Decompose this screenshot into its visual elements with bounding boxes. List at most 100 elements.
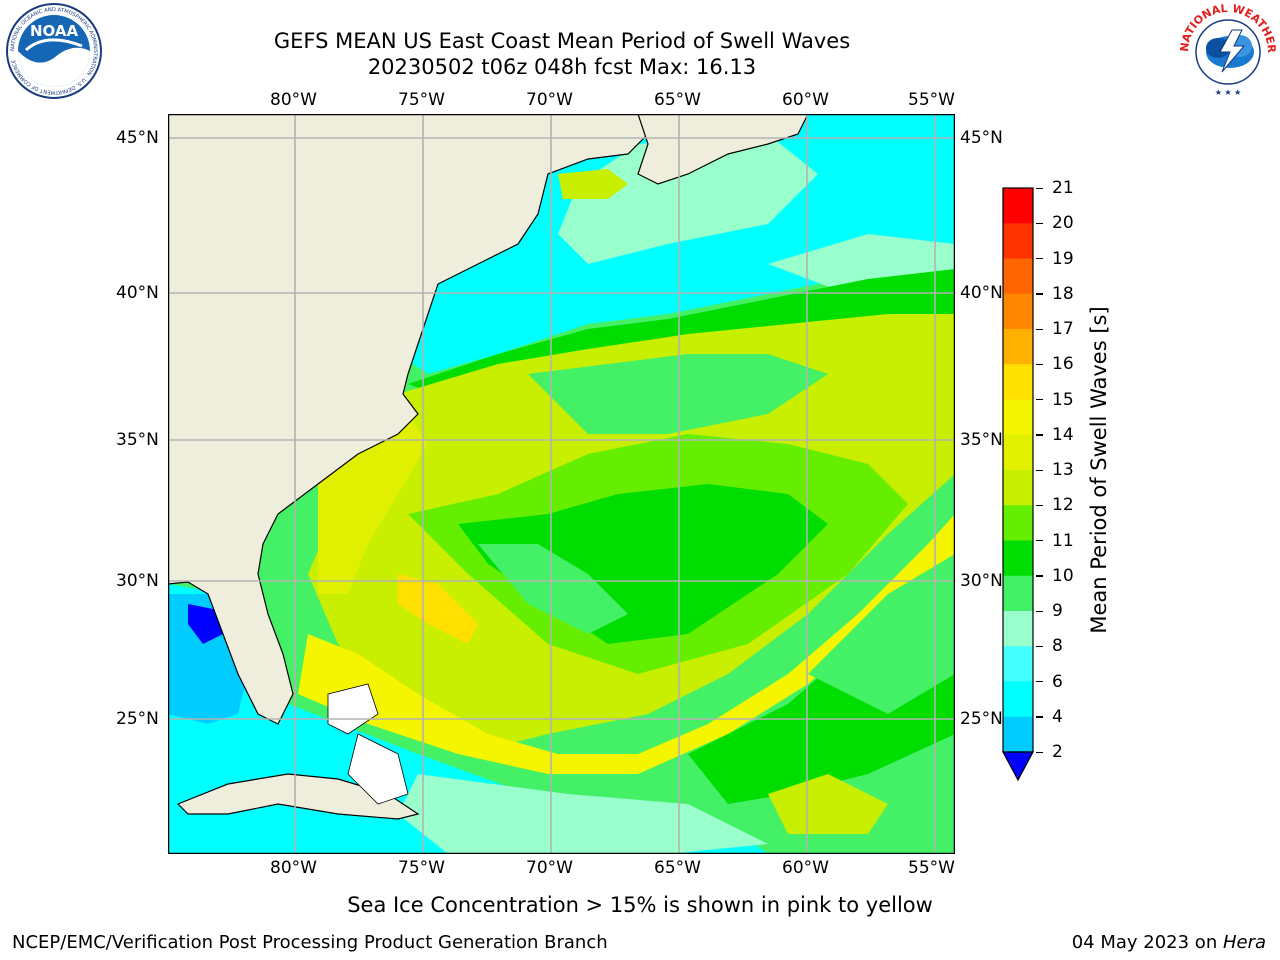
lon-label-bottom-65w: 65°W <box>654 858 701 878</box>
colorbar-segment-2 <box>1003 716 1033 753</box>
lightgreen-southeast <box>808 554 955 714</box>
map-subtitle: 20230502 t06z 048h fcst Max: 16.13 <box>367 55 757 79</box>
yellow-arc <box>298 514 955 774</box>
colorbar-tick-mark <box>1036 716 1043 718</box>
orange-spot <box>398 574 478 644</box>
lon-label-bottom-55w: 55°W <box>908 858 955 878</box>
lon-label-top-75w: 75°W <box>398 90 445 110</box>
colorbar-segment-10 <box>1003 540 1033 577</box>
map-title: GEFS MEAN US East Coast Mean Period of S… <box>273 29 851 53</box>
colorbar-tick-mark <box>1036 328 1043 330</box>
colorbar-tick-label: 15 <box>1052 389 1074 410</box>
lon-label-bottom-75w: 75°W <box>398 858 445 878</box>
colorbar-tick-mark <box>1036 293 1043 295</box>
colorbar-tick-label: 21 <box>1052 178 1074 198</box>
colorbar-segment-13 <box>1003 434 1033 471</box>
noaa-text: NOAA <box>30 22 79 40</box>
lon-label-bottom-60w: 60°W <box>782 858 829 878</box>
yellowgreen-se-spot <box>768 774 888 834</box>
caribbean-lightblue <box>398 774 768 854</box>
shelf-lightblue-north <box>558 134 818 264</box>
colorbar-tick-mark <box>1036 645 1043 648</box>
colorbar-tick-label: 17 <box>1052 319 1074 339</box>
lon-label-bottom-70w: 70°W <box>526 858 573 878</box>
colorbar-segment-9 <box>1003 575 1033 612</box>
colorbar-segment-17 <box>1003 293 1033 330</box>
colorbar-label: Mean Period of Swell Waves [s] <box>1087 306 1111 634</box>
colorbar-tick-label: 6 <box>1052 671 1063 692</box>
colorbar-segment-4 <box>1003 681 1033 718</box>
colorbar-tick-label: 14 <box>1052 424 1074 445</box>
colorbar-segment-15 <box>1003 364 1033 400</box>
lat-label-left-35n: 35°N <box>116 430 159 450</box>
colorbar-tick-mark <box>1036 504 1043 507</box>
footer-branch: NCEP/EMC/Verification Post Processing Pr… <box>12 932 608 953</box>
colorbar-tick-label: 2 <box>1052 742 1063 762</box>
map-panel <box>168 114 955 854</box>
land-us <box>168 114 689 725</box>
colorbar-tick-label: 13 <box>1052 460 1074 480</box>
colorbar-segment-8 <box>1003 611 1033 647</box>
colorbar-tick-mark <box>1036 610 1043 612</box>
colorbar-tick-mark <box>1036 258 1043 260</box>
colorbar-segment-11 <box>1003 505 1033 541</box>
land-cuba <box>176 773 420 820</box>
lat-label-right-30n: 30°N <box>960 571 1003 591</box>
lat-label-left-40n: 40°N <box>116 283 159 303</box>
lon-label-top-65w: 65°W <box>654 90 701 110</box>
noaa-logo: NOAA NATIONAL OCEANIC AND ATMOSPHERIC AD… <box>6 3 102 99</box>
colorbar-segment-18 <box>1003 258 1033 295</box>
colorbar-tick-mark <box>1036 399 1043 401</box>
footer-date-text: 04 May 2023 on <box>1071 932 1223 953</box>
lat-label-right-45n: 45°N <box>960 128 1003 148</box>
colorbar-tick-mark <box>1036 681 1043 683</box>
lon-label-top-55w: 55°W <box>908 90 955 110</box>
sea-ice-caption: Sea Ice Concentration > 15% is shown in … <box>347 893 933 917</box>
colorbar-tick-label: 10 <box>1052 565 1074 586</box>
colorbar-tick-mark <box>1036 222 1043 225</box>
colorbar-tick-label: 4 <box>1052 706 1063 727</box>
lat-label-right-35n: 35°N <box>960 430 1003 450</box>
colorbar-tick-mark <box>1036 751 1043 753</box>
colorbar-tick-mark <box>1036 363 1043 366</box>
lat-label-right-25n: 25°N <box>960 709 1003 729</box>
land-canada <box>637 114 809 185</box>
graticule <box>168 114 955 854</box>
lon-label-bottom-80w: 80°W <box>270 858 317 878</box>
colorbar-segment-16 <box>1003 329 1033 365</box>
colorbar-tick-mark <box>1036 575 1043 577</box>
lat-label-left-45n: 45°N <box>116 128 159 148</box>
lat-label-left-25n: 25°N <box>116 709 159 729</box>
colorbar-segment-14 <box>1003 399 1033 436</box>
gulf-deepblue <box>188 604 223 644</box>
colorbar-segment-6 <box>1003 646 1033 682</box>
colorbar-segment-12 <box>1003 470 1033 506</box>
colorbar-tick-label: 19 <box>1052 248 1074 269</box>
colorbar-tick-label: 12 <box>1052 495 1074 516</box>
colorbar-tick-mark <box>1036 434 1043 436</box>
colorbar-tick-label: 9 <box>1052 601 1063 621</box>
colorbar-tick-label: 18 <box>1052 283 1074 304</box>
lon-label-top-60w: 60°W <box>782 90 829 110</box>
colorbar <box>1001 187 1035 782</box>
nws-logo: NATIONAL WEATHER SERVICE ★ ★ ★ <box>1178 0 1278 97</box>
colorbar-segment-20 <box>1003 188 1033 224</box>
colorbar-tick-mark <box>1036 540 1043 542</box>
gulf-blue <box>168 594 248 724</box>
lon-label-top-80w: 80°W <box>270 90 317 110</box>
colorbar-tick-label: 11 <box>1052 530 1074 551</box>
colorbar-segment-19 <box>1003 223 1033 259</box>
colorbar-extend-triangle <box>1001 751 1035 782</box>
lat-label-right-40n: 40°N <box>960 283 1003 303</box>
footer-date: 04 May 2023 on Hera <box>1072 932 1266 954</box>
footer-machine: Hera <box>1222 932 1266 953</box>
land-bahamas-2 <box>347 733 409 805</box>
colorbar-tick-mark <box>1036 469 1043 471</box>
svg-text:★ ★ ★: ★ ★ ★ <box>1215 88 1242 97</box>
lat-label-left-30n: 30°N <box>116 571 159 591</box>
colorbar-tick-label: 16 <box>1052 354 1074 375</box>
colorbar-tick-label: 20 <box>1052 213 1074 234</box>
colorbar-tick-mark <box>1036 187 1043 189</box>
gulf-of-maine-spot <box>558 169 628 199</box>
mint-interior <box>478 544 628 634</box>
